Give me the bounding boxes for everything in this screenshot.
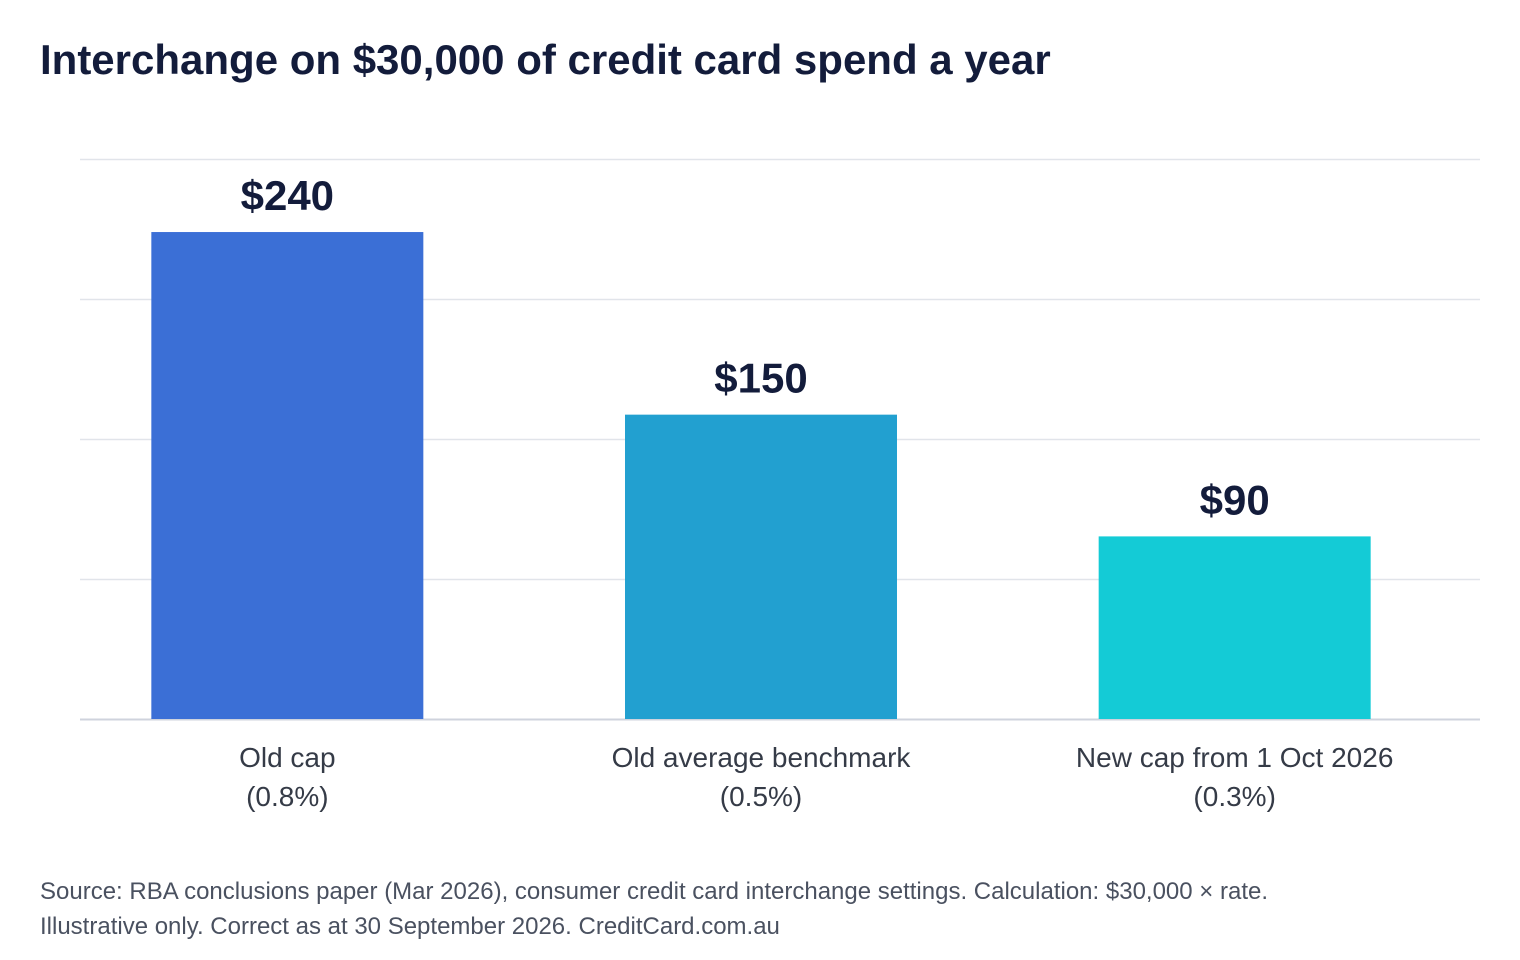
category-label-3: New cap from 1 Oct 2026	[1076, 742, 1393, 773]
bar-2	[625, 414, 897, 719]
source-footnote: Source: RBA conclusions paper (Mar 2026)…	[40, 874, 1480, 944]
category-rate-2: (0.5%)	[720, 781, 802, 812]
bar-chart: $240 $150 $90 Old cap (0.8%) Old average ben…	[80, 158, 1480, 812]
category-rate-3: (0.3%)	[1193, 781, 1275, 812]
data-labels: $240 $150 $90	[241, 172, 1270, 523]
category-label-2: Old average benchmark	[612, 742, 912, 773]
chart-title: Interchange on $30,000 of credit card sp…	[40, 36, 1051, 83]
data-label-3: $90	[1200, 476, 1270, 523]
data-label-2: $150	[714, 355, 807, 402]
category-labels: Old cap (0.8%) Old average benchmark (0.5%)…	[239, 742, 1393, 812]
bar-3	[1098, 536, 1371, 719]
bars	[151, 232, 1371, 720]
footnote-line-1: Source: RBA conclusions paper (Mar 2026)…	[40, 878, 1268, 905]
category-rate-1: (0.8%)	[246, 781, 328, 812]
footnote-line-2: Illustrative only. Correct as at 30 Sept…	[40, 913, 780, 940]
bar-1	[151, 232, 424, 720]
category-label-1: Old cap	[239, 742, 336, 773]
data-label-1: $240	[241, 172, 334, 219]
